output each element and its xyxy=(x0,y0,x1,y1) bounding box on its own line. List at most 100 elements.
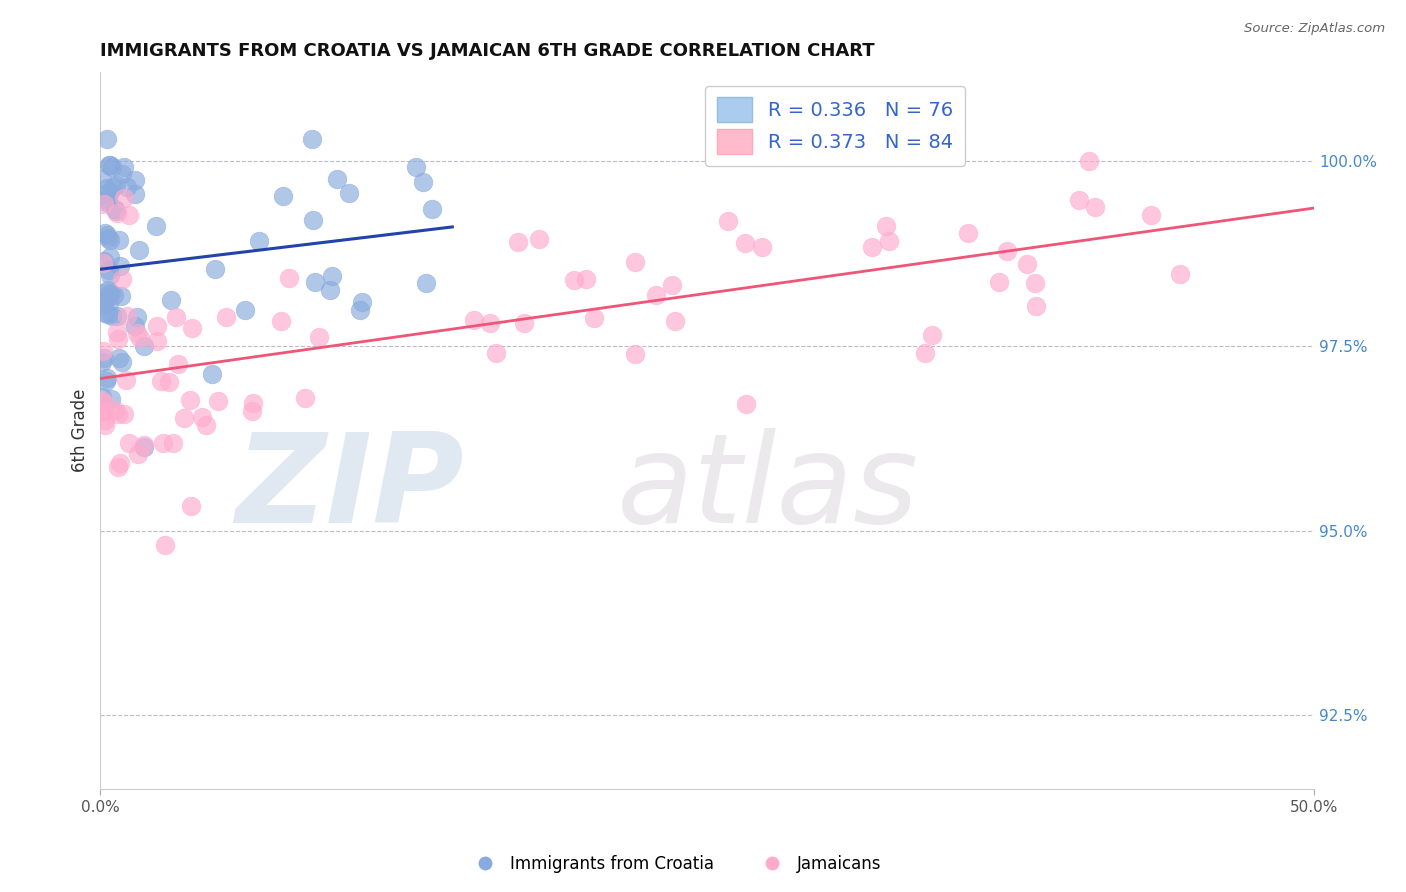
Point xyxy=(624,347,647,361)
Point xyxy=(91,396,114,410)
Point xyxy=(304,276,326,290)
Point xyxy=(562,273,585,287)
Point xyxy=(132,440,155,454)
Point xyxy=(124,319,146,334)
Point xyxy=(98,250,121,264)
Point xyxy=(91,298,114,312)
Point xyxy=(271,188,294,202)
Point xyxy=(118,208,141,222)
Point xyxy=(877,234,900,248)
Point xyxy=(97,231,120,245)
Point xyxy=(105,310,128,324)
Point xyxy=(664,314,686,328)
Point xyxy=(233,302,256,317)
Point xyxy=(914,346,936,360)
Point xyxy=(98,287,121,301)
Point xyxy=(108,233,131,247)
Point xyxy=(93,413,115,427)
Point xyxy=(117,310,139,324)
Point xyxy=(661,278,683,293)
Point xyxy=(337,186,360,200)
Point xyxy=(734,397,756,411)
Point xyxy=(108,259,131,273)
Point xyxy=(165,310,187,324)
Point xyxy=(485,345,508,359)
Point xyxy=(270,313,292,327)
Point xyxy=(875,219,897,234)
Point xyxy=(94,226,117,240)
Point xyxy=(91,394,114,409)
Point xyxy=(125,326,148,340)
Point xyxy=(350,295,373,310)
Point xyxy=(527,232,550,246)
Point xyxy=(115,373,138,387)
Point xyxy=(98,263,121,277)
Point xyxy=(717,214,740,228)
Point xyxy=(278,271,301,285)
Point xyxy=(104,202,127,216)
Point xyxy=(97,193,120,207)
Point xyxy=(104,204,127,219)
Point xyxy=(127,447,149,461)
Point xyxy=(159,375,181,389)
Point xyxy=(921,328,943,343)
Point xyxy=(145,219,167,233)
Point xyxy=(105,325,128,339)
Point xyxy=(204,262,226,277)
Point xyxy=(463,313,485,327)
Point xyxy=(152,436,174,450)
Point xyxy=(301,132,323,146)
Point xyxy=(110,288,132,302)
Point xyxy=(96,370,118,384)
Point xyxy=(93,351,115,366)
Point xyxy=(146,334,169,348)
Point xyxy=(1077,154,1099,169)
Point xyxy=(180,499,202,513)
Point xyxy=(349,303,371,318)
Point xyxy=(201,368,224,382)
Point xyxy=(97,158,120,172)
Point xyxy=(93,254,115,268)
Point xyxy=(93,404,115,418)
Point xyxy=(478,316,501,330)
Point xyxy=(118,436,141,450)
Text: atlas: atlas xyxy=(617,427,920,549)
Point xyxy=(96,132,118,146)
Point xyxy=(149,374,172,388)
Legend: R = 0.336   N = 76, R = 0.373   N = 84: R = 0.336 N = 76, R = 0.373 N = 84 xyxy=(706,86,965,166)
Point xyxy=(124,186,146,201)
Point xyxy=(734,236,756,251)
Point xyxy=(115,180,138,194)
Point xyxy=(112,160,135,174)
Point xyxy=(506,235,529,250)
Point xyxy=(1140,208,1163,222)
Point xyxy=(98,296,121,310)
Point xyxy=(94,294,117,309)
Point xyxy=(91,256,114,270)
Point xyxy=(240,404,263,418)
Point xyxy=(98,185,121,199)
Point xyxy=(326,172,349,186)
Point xyxy=(107,332,129,346)
Point xyxy=(105,206,128,220)
Point xyxy=(97,283,120,297)
Point xyxy=(995,244,1018,258)
Y-axis label: 6th Grade: 6th Grade xyxy=(72,389,89,473)
Point xyxy=(93,293,115,308)
Point xyxy=(111,355,134,369)
Point xyxy=(180,321,202,335)
Point xyxy=(100,234,122,248)
Point xyxy=(301,213,323,227)
Point xyxy=(108,456,131,470)
Point xyxy=(645,288,668,302)
Text: IMMIGRANTS FROM CROATIA VS JAMAICAN 6TH GRADE CORRELATION CHART: IMMIGRANTS FROM CROATIA VS JAMAICAN 6TH … xyxy=(100,42,875,60)
Point xyxy=(132,339,155,353)
Point xyxy=(207,394,229,409)
Text: ZIP: ZIP xyxy=(236,427,464,549)
Point xyxy=(97,307,120,321)
Point xyxy=(321,268,343,283)
Point xyxy=(94,417,117,432)
Point xyxy=(1025,299,1047,313)
Point xyxy=(128,243,150,257)
Point xyxy=(242,396,264,410)
